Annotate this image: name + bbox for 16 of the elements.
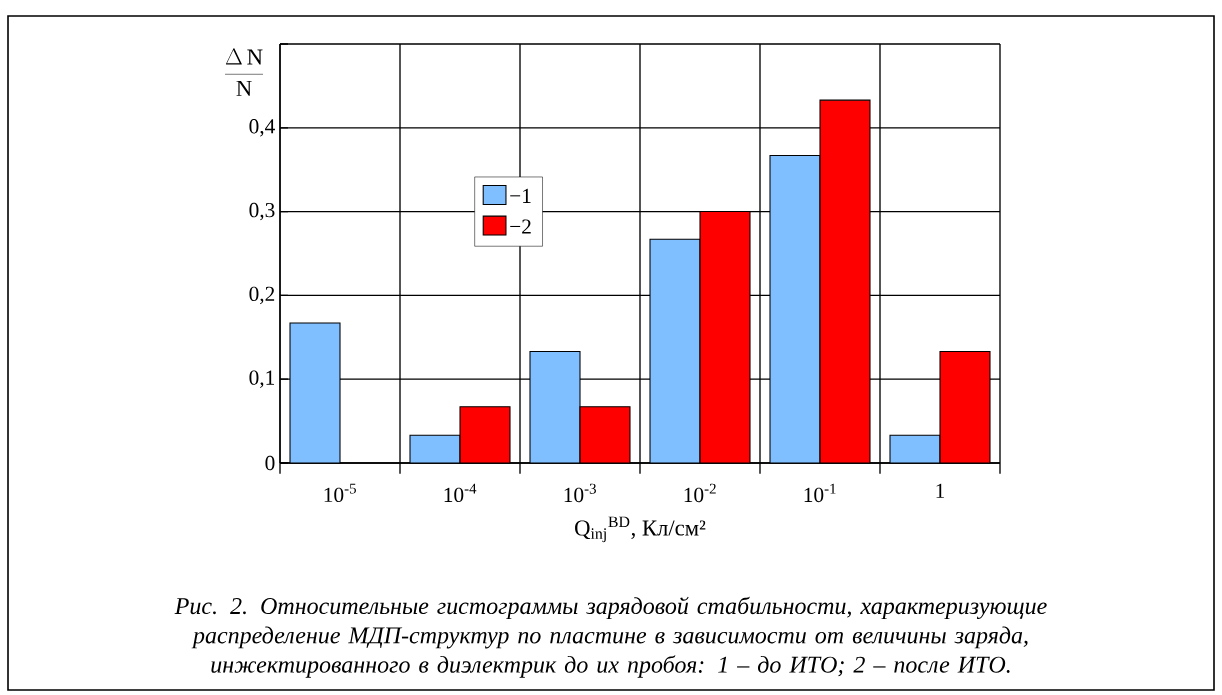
y-tick-label: 0,3 [249, 202, 275, 221]
text: Рис. 2. Относительные гистограммы зарядовой стабильности, характеризующие распределение МДП-структур по пластине в зависимости от величины заряда, инжектированного в диэлектрик до их пробоя: 1 – до ИТО; 2 – после ИТО. [174, 596, 1047, 678]
x-tick-label: 10$^{-3}$ [564, 483, 596, 503]
y-tick-label: 0,1 [249, 370, 275, 388]
x-tick-label: 10$^{-4}$ [444, 483, 477, 503]
x-tick-label: 1 [936, 483, 945, 498]
legend-label: −2 [510, 219, 531, 234]
y-tick-label: 0 [265, 455, 275, 471]
y-tick-label: 0,2 [249, 286, 275, 305]
x-tick-label: 10$^{-1}$ [804, 483, 836, 503]
y-tick-label: 0,4 [249, 119, 275, 137]
legend-label: −1 [510, 188, 531, 203]
x-tick-label: 10$^{-5}$ [324, 483, 356, 503]
x-axis-title: Q$_{inj}$$^{BD}$, Кл/см² [575, 516, 706, 543]
x-tick-label: 10$^{-2}$ [684, 483, 716, 503]
y-axis-title: $\frac{\Delta\,\mathrm{N}}{\mathrm{N}}$ [225, 48, 264, 96]
